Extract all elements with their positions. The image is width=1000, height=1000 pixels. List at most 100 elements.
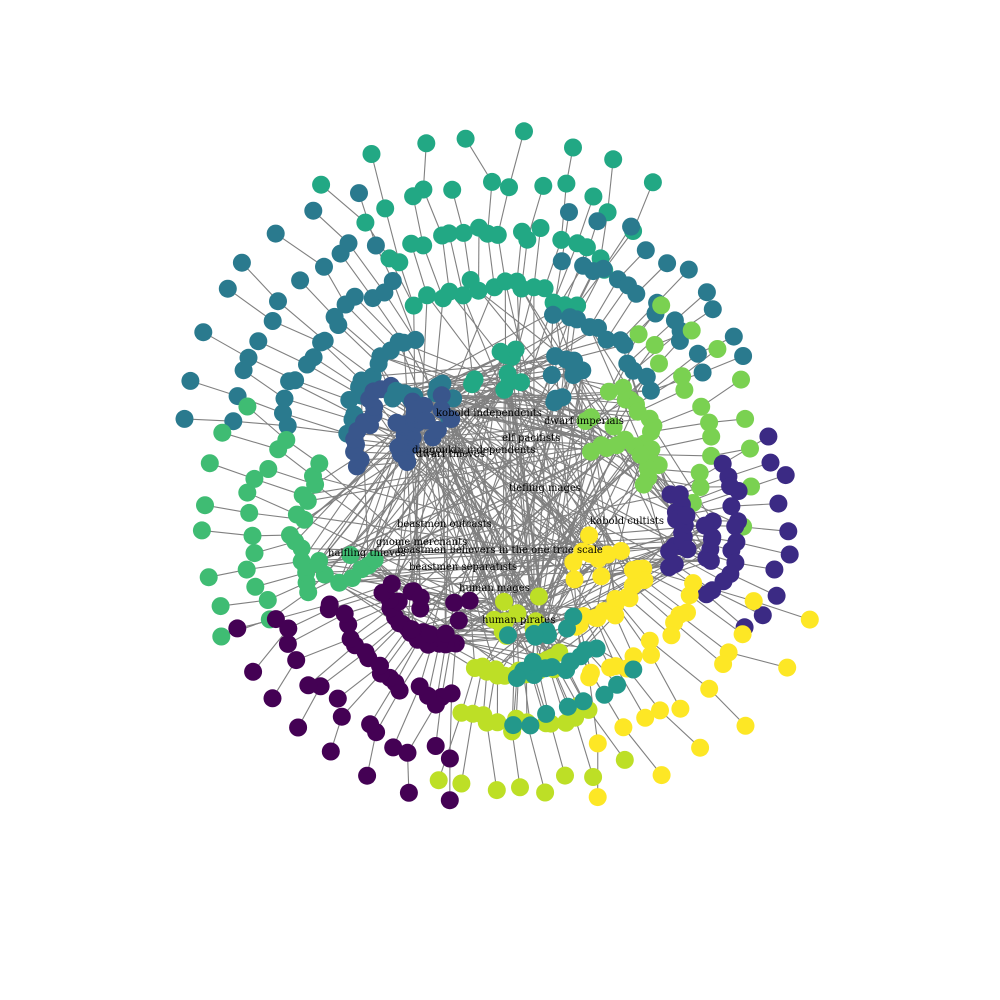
graph-node xyxy=(679,260,698,279)
graph-node xyxy=(576,412,595,431)
graph-node xyxy=(588,734,607,753)
graph-node xyxy=(454,223,473,242)
graph-node xyxy=(445,593,464,612)
graph-node xyxy=(693,363,712,382)
graph-node xyxy=(312,175,331,194)
graph-node xyxy=(556,713,575,732)
graph-node xyxy=(545,393,564,412)
graph-node xyxy=(722,497,741,516)
graph-node xyxy=(199,568,218,587)
graph-node xyxy=(456,129,475,148)
graph-node xyxy=(691,738,710,757)
graph-node xyxy=(542,366,561,384)
graph-edge xyxy=(588,709,626,761)
graph-node xyxy=(432,400,451,419)
graph-node xyxy=(518,230,537,249)
label-dragonkin-independents: dragonkin independents xyxy=(412,445,536,456)
graph-node xyxy=(507,669,526,687)
graph-node xyxy=(636,708,655,727)
graph-edge xyxy=(622,726,663,776)
graph-edge xyxy=(354,296,400,343)
graph-edge xyxy=(505,354,636,583)
label-dwarf-imperials: dwarf imperials xyxy=(544,416,624,427)
graph-node xyxy=(500,178,518,197)
graph-node xyxy=(736,409,755,428)
graph-edge xyxy=(651,436,712,450)
graph-edge xyxy=(374,391,610,561)
graph-edge xyxy=(438,712,462,781)
graph-node xyxy=(678,540,697,559)
graph-node xyxy=(440,224,458,243)
graph-node xyxy=(614,718,633,737)
graph-node xyxy=(558,697,577,716)
graph-edge xyxy=(659,709,701,749)
graph-edge xyxy=(432,436,676,565)
graph-edge xyxy=(508,131,525,188)
graph-node xyxy=(640,631,659,650)
graph-node xyxy=(417,411,436,430)
graph-node xyxy=(310,454,329,473)
graph-edge xyxy=(553,243,578,303)
graph-edge xyxy=(711,589,764,616)
graph-node xyxy=(552,252,571,271)
graph-node xyxy=(343,569,362,588)
graph-node xyxy=(291,271,310,290)
graph-node xyxy=(645,336,664,354)
graph-node xyxy=(266,224,285,243)
graph-node xyxy=(624,660,643,679)
graph-node xyxy=(594,259,613,278)
node-layer xyxy=(175,122,819,810)
label-layer: kobold independents dwarf imperials elf … xyxy=(328,408,664,626)
graph-edge xyxy=(411,590,574,618)
graph-node xyxy=(426,737,445,755)
graph-node xyxy=(488,225,507,244)
graph-node xyxy=(753,606,772,625)
graph-node xyxy=(212,627,231,646)
graph-edge xyxy=(460,713,474,784)
graph-node xyxy=(660,558,679,577)
graph-node xyxy=(495,592,513,611)
graph-edge xyxy=(313,356,360,388)
graph-node xyxy=(277,431,296,449)
label-dwarf-thieves: dwarf thieves xyxy=(416,449,485,460)
graph-edge xyxy=(348,242,385,293)
graph-node xyxy=(697,585,716,604)
graph-edge xyxy=(247,492,298,516)
graph-node xyxy=(523,652,542,671)
graph-node xyxy=(287,505,306,524)
graph-edge xyxy=(287,425,348,435)
graph-node xyxy=(506,340,525,359)
graph-node xyxy=(622,217,641,236)
graph-node xyxy=(263,312,282,330)
graph-node xyxy=(700,679,719,698)
graph-node xyxy=(321,742,340,761)
graph-node xyxy=(224,412,243,431)
graph-node xyxy=(574,692,593,711)
graph-node xyxy=(245,469,264,488)
graph-edge xyxy=(728,651,788,669)
graph-node xyxy=(263,689,282,708)
graph-node xyxy=(650,354,668,373)
graph-edge xyxy=(511,731,521,788)
graph-edge xyxy=(425,420,549,636)
graph-edge xyxy=(515,288,523,350)
graph-node xyxy=(624,361,643,380)
graph-node xyxy=(332,707,351,726)
graph-node xyxy=(411,588,430,607)
graph-node xyxy=(237,560,256,579)
graph-node xyxy=(557,174,576,193)
graph-node xyxy=(560,203,578,222)
label-beastmen-outcasts: beastmen outcasts xyxy=(397,519,492,530)
label-gnome-merchants: gnome merchants xyxy=(376,537,467,548)
graph-edge xyxy=(384,208,400,263)
graph-edge xyxy=(545,370,583,631)
graph-edge xyxy=(441,394,591,555)
graph-node xyxy=(658,254,677,273)
graph-node xyxy=(800,610,819,629)
graph-node xyxy=(759,427,778,446)
graph-edge xyxy=(448,233,464,296)
graph-node xyxy=(452,703,471,722)
graph-node xyxy=(634,475,653,494)
graph-node xyxy=(289,718,308,737)
